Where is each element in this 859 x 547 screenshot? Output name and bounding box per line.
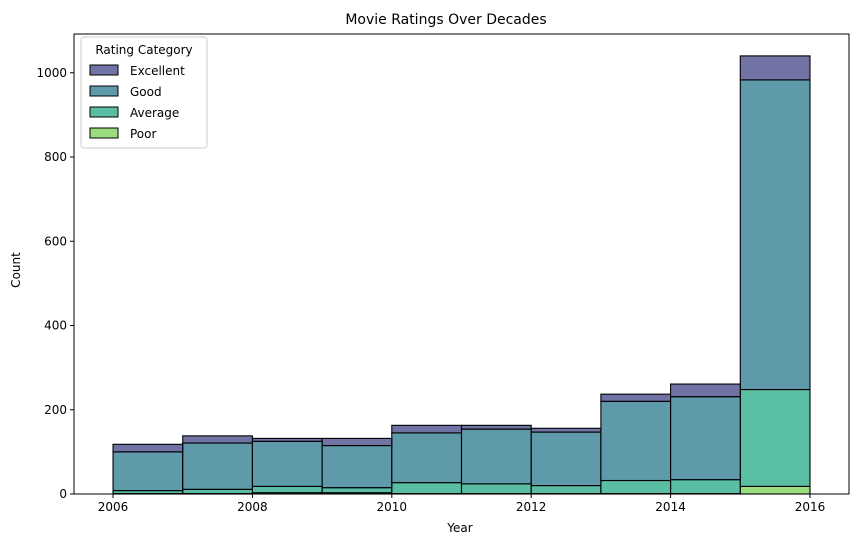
- bar-average-2010: [391, 482, 463, 495]
- x-axis-label: Year: [446, 521, 472, 535]
- x-tick-label-2008: 2008: [237, 500, 268, 514]
- legend: Rating Category Excellent Good Average P…: [80, 36, 208, 149]
- bar-excellent-2009: [321, 437, 393, 447]
- bar-excellent-2014: [670, 383, 741, 398]
- bar-average-2008: [251, 485, 323, 494]
- bar-excellent-2013: [600, 393, 672, 402]
- bar-good-2006: [112, 451, 184, 492]
- x-tick-label-2010: 2010: [377, 500, 408, 514]
- legend-swatch-poor: [89, 127, 119, 139]
- bar-good-2009: [321, 445, 393, 489]
- chart-title: Movie Ratings Over Decades: [345, 12, 546, 28]
- bar-average-2007: [182, 488, 253, 495]
- bar-excellent-2008: [251, 437, 323, 442]
- bar-good-2010: [391, 432, 463, 484]
- bar-average-2013: [600, 479, 672, 495]
- legend-label-excellent: Excellent: [130, 64, 185, 78]
- bar-average-2012: [530, 485, 602, 495]
- bar-good-2014: [670, 396, 741, 481]
- legend-swatch-good: [89, 85, 119, 97]
- bar-average-2011: [460, 483, 532, 495]
- bar-good-2013: [600, 400, 672, 482]
- x-tick-label-2006: 2006: [98, 500, 129, 514]
- plot-frame: [73, 33, 850, 495]
- legend-label-poor: Poor: [130, 127, 156, 141]
- bar-average-2014: [670, 479, 741, 495]
- legend-title: Rating Category: [95, 43, 192, 57]
- x-tick-label-2016: 2016: [795, 500, 826, 514]
- bar-excellent-2015: [739, 55, 811, 81]
- bar-good-2011: [460, 428, 532, 485]
- bar-excellent-2006: [112, 443, 184, 453]
- bar-excellent-2012: [530, 427, 602, 433]
- bar-good-2015: [739, 79, 811, 391]
- y-tick-label-200: 200: [44, 403, 67, 417]
- bars-layer: [112, 55, 811, 495]
- bar-good-2007: [182, 442, 253, 490]
- x-tick-label-2012: 2012: [516, 500, 547, 514]
- bar-good-2008: [251, 440, 323, 487]
- bar-poor-2015: [739, 485, 811, 495]
- legend-label-average: Average: [130, 106, 179, 120]
- bar-excellent-2010: [391, 424, 463, 434]
- axes-layer: 2006 2008 2010 2012 2014 2016 0 200 400 600 800 100…: [36, 33, 850, 514]
- y-tick-label-600: 600: [44, 234, 67, 248]
- bar-average-2015: [739, 388, 811, 487]
- legend-label-good: Good: [130, 85, 162, 99]
- bar-good-2012: [530, 431, 602, 487]
- legend-swatch-average: [89, 106, 119, 118]
- x-tick-label-2014: 2014: [655, 500, 686, 514]
- y-tick-label-0: 0: [59, 487, 67, 501]
- y-tick-label-1000: 1000: [36, 66, 67, 80]
- y-tick-label-400: 400: [44, 319, 67, 333]
- bar-excellent-2007: [182, 435, 253, 444]
- y-tick-label-800: 800: [44, 150, 67, 164]
- y-axis-label: Count: [9, 252, 23, 288]
- bar-excellent-2011: [460, 424, 532, 430]
- bar-average-2009: [321, 487, 393, 494]
- legend-swatch-excellent: [89, 64, 119, 76]
